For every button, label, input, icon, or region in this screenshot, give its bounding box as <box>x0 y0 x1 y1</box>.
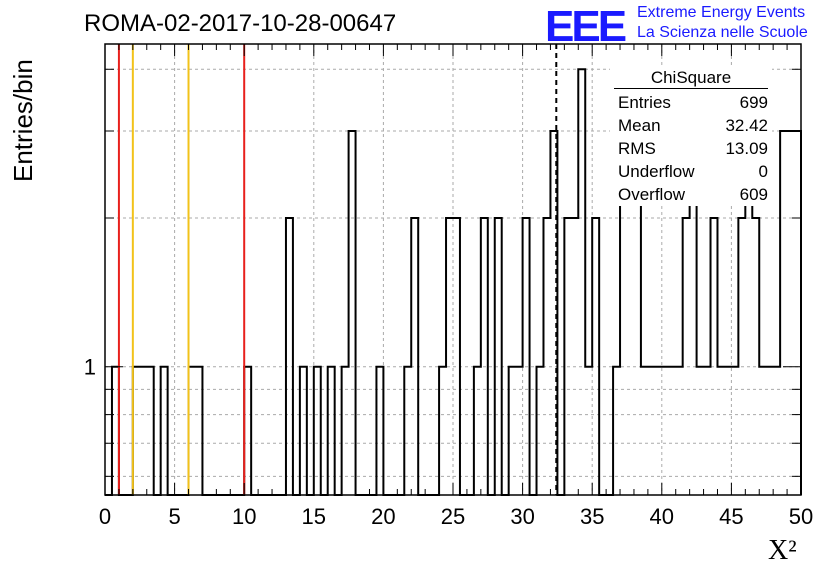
x-tick-label: 15 <box>302 504 326 529</box>
stats-label: Entries <box>618 93 671 112</box>
x-tick-label: 35 <box>580 504 604 529</box>
stats-box: ChiSquare Entries 699 Mean 32.42 RMS 13.… <box>610 68 772 206</box>
x-tick-label: 5 <box>168 504 180 529</box>
x-tick-label: 50 <box>789 504 813 529</box>
stats-row-entries: Entries 699 <box>610 91 772 114</box>
stats-label: Underflow <box>618 162 695 181</box>
stats-value: 609 <box>739 185 768 204</box>
stats-value: 32.42 <box>725 116 768 135</box>
stats-row-overflow: Overflow 609 <box>610 183 772 206</box>
stats-label: RMS <box>618 139 656 158</box>
stats-label: Mean <box>618 116 661 135</box>
logo-line1: Extreme Energy Events <box>637 4 806 21</box>
x-tick-label: 20 <box>371 504 395 529</box>
plot-title: ROMA-02-2017-10-28-00647 <box>84 10 397 37</box>
y-tick-label: 1 <box>84 355 96 380</box>
stats-label: Overflow <box>618 185 686 204</box>
marker-lines <box>117 44 558 495</box>
stats-title: ChiSquare <box>614 68 768 89</box>
stats-value: 0 <box>758 162 768 181</box>
x-tick-label: 40 <box>650 504 674 529</box>
stats-row-underflow: Underflow 0 <box>610 160 772 183</box>
eee-logo: EEE <box>545 2 627 51</box>
stats-value: 699 <box>739 93 768 112</box>
stats-row-mean: Mean 32.42 <box>610 114 772 137</box>
x-tick-label: 0 <box>99 504 111 529</box>
tick-labels: 0 5 10 15 20 25 30 35 40 45 50 1 <box>84 355 813 529</box>
logo-line2: La Scienza nelle Scuole <box>637 24 808 41</box>
stats-value: 13.09 <box>725 139 768 158</box>
x-tick-label: 30 <box>510 504 534 529</box>
axis-ticks <box>104 44 802 495</box>
y-axis-title: Entries/bin <box>8 59 38 182</box>
x-axis-title: X² <box>768 535 797 566</box>
x-tick-label: 45 <box>719 504 743 529</box>
stats-row-rms: RMS 13.09 <box>610 137 772 160</box>
x-tick-label: 10 <box>232 504 256 529</box>
x-tick-label: 25 <box>441 504 465 529</box>
